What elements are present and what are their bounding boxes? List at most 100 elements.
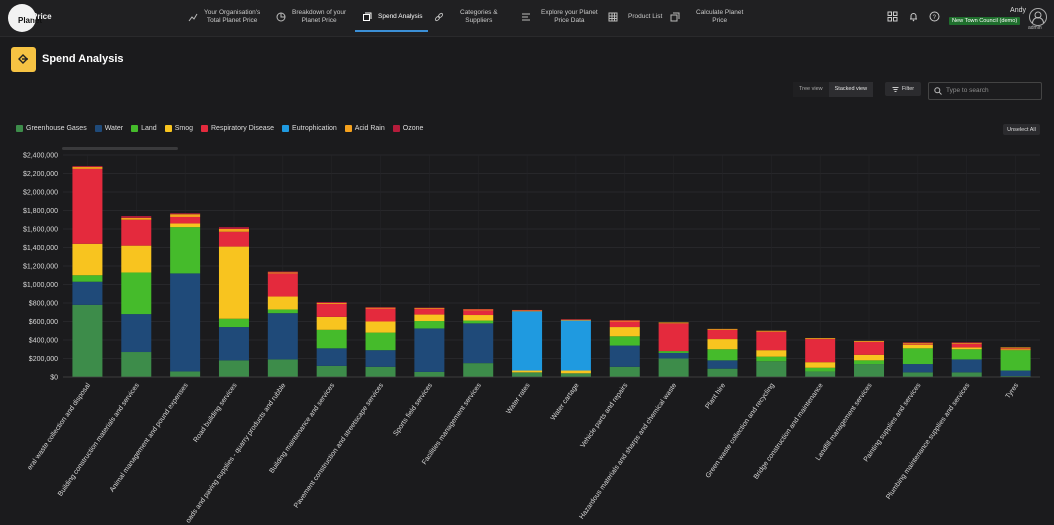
bar-segment[interactable] xyxy=(414,371,445,377)
bar-segment[interactable] xyxy=(609,336,640,346)
bar-segment[interactable] xyxy=(658,358,689,378)
bar-segment[interactable] xyxy=(658,352,689,359)
bar-segment[interactable] xyxy=(756,356,787,362)
legend-item[interactable]: Eutrophication xyxy=(282,125,337,132)
bar-segment[interactable] xyxy=(316,365,347,377)
bar-segment[interactable] xyxy=(707,339,738,350)
bar-segment[interactable] xyxy=(463,315,494,321)
bar-segment[interactable] xyxy=(121,314,152,353)
bar-segment[interactable] xyxy=(658,351,689,353)
bar-segment[interactable] xyxy=(463,323,494,364)
nav-product-list[interactable]: Product List xyxy=(608,0,662,33)
bar-segment[interactable] xyxy=(756,330,787,332)
bar-segment[interactable] xyxy=(560,320,591,371)
bar-segment[interactable] xyxy=(707,368,738,377)
bar-segment[interactable] xyxy=(267,359,298,377)
bar-segment[interactable] xyxy=(560,319,591,321)
bar-segment[interactable] xyxy=(170,216,201,224)
bar-segment[interactable] xyxy=(414,308,445,310)
bar-segment[interactable] xyxy=(1000,348,1031,350)
bar-segment[interactable] xyxy=(1000,350,1031,371)
bar-segment[interactable] xyxy=(609,327,640,337)
bar-segment[interactable] xyxy=(365,332,396,351)
unselect-all-button[interactable]: Unselect All xyxy=(1003,124,1040,135)
legend-item[interactable]: Ozone xyxy=(392,125,423,132)
bar-segment[interactable] xyxy=(902,348,933,365)
nav-categories-suppliers[interactable]: Categories & Suppliers xyxy=(434,0,498,33)
bar-segment[interactable] xyxy=(365,307,396,308)
bar-segment[interactable] xyxy=(316,316,347,330)
bar-segment[interactable] xyxy=(72,168,103,244)
bar-segment[interactable] xyxy=(707,349,738,361)
bar-segment[interactable] xyxy=(121,272,152,315)
bar-segment[interactable] xyxy=(218,318,249,328)
bar-segment[interactable] xyxy=(463,363,494,377)
bar-segment[interactable] xyxy=(463,320,494,324)
bar-segment[interactable] xyxy=(902,342,933,344)
bar-segment[interactable] xyxy=(463,310,494,316)
bar-segment[interactable] xyxy=(365,321,396,333)
bar-segment[interactable] xyxy=(170,371,201,377)
bar-segment[interactable] xyxy=(512,370,543,373)
bar-segment[interactable] xyxy=(560,370,591,374)
bar-segment[interactable] xyxy=(658,322,689,324)
bar-segment[interactable] xyxy=(170,213,201,215)
legend-item[interactable]: Greenhouse Gases xyxy=(16,125,87,132)
bar-segment[interactable] xyxy=(1000,370,1031,377)
bar-segment[interactable] xyxy=(560,319,591,320)
bar-segment[interactable] xyxy=(805,338,836,340)
bar-segment[interactable] xyxy=(951,359,982,373)
bar-segment[interactable] xyxy=(365,308,396,322)
bar-segment[interactable] xyxy=(902,372,933,377)
bar-segment[interactable] xyxy=(756,350,787,357)
bar-segment[interactable] xyxy=(267,309,298,314)
bar-segment[interactable] xyxy=(756,361,787,377)
bar-segment[interactable] xyxy=(414,321,445,329)
nav-total-planet-price[interactable]: Your Organisation's Total Planet Price xyxy=(188,0,260,33)
bar-segment[interactable] xyxy=(170,214,201,217)
bar-segment[interactable] xyxy=(72,275,103,282)
filter-button[interactable]: Filter xyxy=(885,82,921,96)
bar-segment[interactable] xyxy=(316,348,347,366)
bar-segment[interactable] xyxy=(756,331,787,351)
bar-segment[interactable] xyxy=(951,349,982,360)
bar-segment[interactable] xyxy=(365,366,396,377)
bar-segment[interactable] xyxy=(267,271,298,273)
bar-segment[interactable] xyxy=(707,329,738,340)
bar-segment[interactable] xyxy=(72,281,103,305)
bar-segment[interactable] xyxy=(72,166,103,168)
bar-segment[interactable] xyxy=(170,223,201,228)
bar-segment[interactable] xyxy=(121,219,152,246)
bar-segment[interactable] xyxy=(609,366,640,377)
bar-segment[interactable] xyxy=(854,341,885,355)
bar-segment[interactable] xyxy=(1000,376,1031,377)
nav-explore-data[interactable]: Explore your Planet Price Data xyxy=(521,0,598,33)
bar-segment[interactable] xyxy=(218,229,249,232)
bar-segment[interactable] xyxy=(316,303,347,317)
bar-segment[interactable] xyxy=(267,296,298,310)
legend-item[interactable]: Acid Rain xyxy=(344,125,385,132)
bar-segment[interactable] xyxy=(805,339,836,363)
bar-segment[interactable] xyxy=(1000,347,1031,349)
help-icon[interactable]: ? xyxy=(929,11,940,22)
bar-segment[interactable] xyxy=(316,302,347,303)
bell-icon[interactable] xyxy=(908,11,919,22)
bar-segment[interactable] xyxy=(121,245,152,273)
search-input[interactable] xyxy=(946,85,1036,96)
bar-segment[interactable] xyxy=(72,167,103,169)
nav-breakdown[interactable]: Breakdown of your Planet Price xyxy=(276,0,346,33)
bar-segment[interactable] xyxy=(902,364,933,373)
bar-segment[interactable] xyxy=(414,307,445,309)
bar-segment[interactable] xyxy=(414,314,445,322)
bar-segment[interactable] xyxy=(1000,349,1031,351)
bar-segment[interactable] xyxy=(218,227,249,229)
legend-item[interactable]: Respiratory Disease xyxy=(201,125,274,132)
user-avatar[interactable] xyxy=(1029,8,1047,26)
legend-item[interactable]: Smog xyxy=(164,125,193,132)
bar-segment[interactable] xyxy=(951,343,982,348)
bar-segment[interactable] xyxy=(902,344,933,349)
bar-segment[interactable] xyxy=(951,342,982,344)
bar-segment[interactable] xyxy=(414,328,445,372)
bar-segment[interactable] xyxy=(121,216,152,218)
bar-segment[interactable] xyxy=(902,343,933,345)
